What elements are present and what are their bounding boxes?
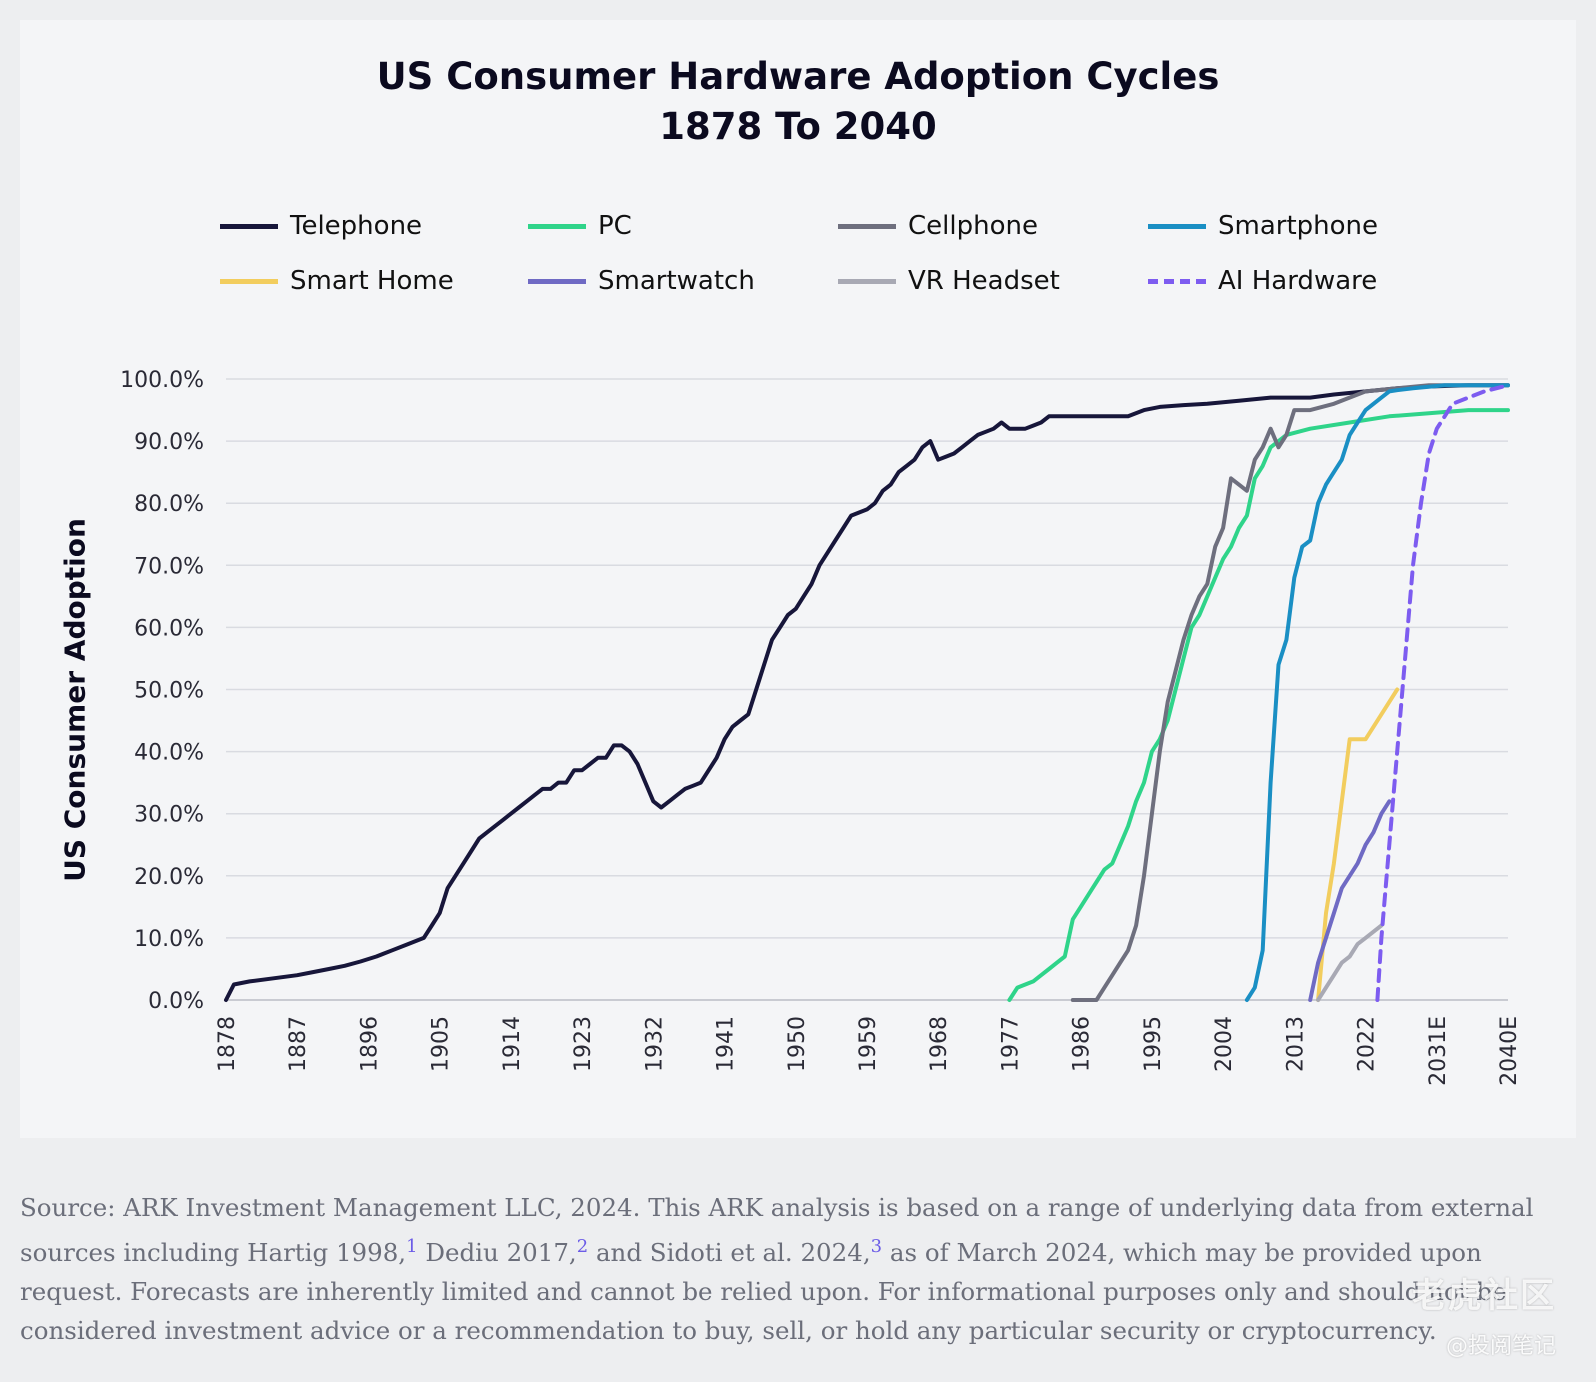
- legend-label: Cellphone: [908, 211, 1038, 241]
- footnote-ref-2[interactable]: 2: [576, 1236, 589, 1257]
- legend-label: Telephone: [290, 211, 423, 241]
- x-tick-label: 1932: [642, 1016, 667, 1072]
- legend-swatch: [1148, 278, 1206, 284]
- legend-label: Smartwatch: [598, 266, 755, 296]
- x-tick-label: 1995: [1141, 1016, 1166, 1072]
- y-tick-label: 80.0%: [134, 492, 204, 517]
- x-tick-label: 1887: [286, 1016, 311, 1072]
- x-tick-label: 1941: [714, 1016, 739, 1072]
- legend-swatch: [838, 278, 896, 284]
- chart-title: US Consumer Hardware Adoption Cycles 187…: [0, 52, 1596, 152]
- y-tick-label: 30.0%: [134, 803, 204, 828]
- chart-legend: Telephone PC Cellphone Smartphone Smart Home…: [0, 0, 1596, 320]
- legend-swatch: [220, 223, 278, 229]
- x-tick-label: 1905: [429, 1016, 454, 1072]
- x-tick-label: 1968: [927, 1016, 952, 1072]
- x-tick-label: 1950: [785, 1016, 810, 1072]
- legend-item-vr-headset: VR Headset: [838, 266, 1060, 296]
- y-tick-label: 90.0%: [134, 430, 204, 455]
- y-tick-label: 60.0%: [134, 616, 204, 641]
- source-note: Source: ARK Investment Management LLC, 2…: [20, 1188, 1580, 1350]
- series-line-smart-home: [1316, 687, 1400, 1002]
- series-line-telephone: [224, 383, 1510, 1002]
- legend-swatch: [838, 223, 896, 229]
- legend-swatch: [220, 278, 278, 284]
- watermark-handle: @投阅笔记: [1445, 1334, 1556, 1359]
- legend-label: Smart Home: [290, 266, 454, 296]
- chart-panel: [20, 20, 1576, 1138]
- legend-item-smart-home: Smart Home: [220, 266, 454, 296]
- legend-swatch: [1148, 223, 1206, 229]
- legend-item-smartphone: Smartphone: [1148, 211, 1378, 241]
- legend-item-cellphone: Cellphone: [838, 211, 1038, 241]
- legend-item-ai-hardware: AI Hardware: [1148, 266, 1377, 296]
- x-tick-label: 2004: [1212, 1016, 1237, 1072]
- y-tick-label: 0.0%: [148, 989, 204, 1014]
- y-tick-label: 70.0%: [134, 554, 204, 579]
- footnote-ref-1[interactable]: 1: [406, 1236, 418, 1257]
- series-line-vr-headset: [1316, 923, 1384, 1002]
- series-line-smartphone: [1244, 383, 1510, 1002]
- x-tick-label: 1923: [571, 1016, 596, 1072]
- legend-swatch: [528, 278, 586, 284]
- x-tick-label: 1986: [1070, 1016, 1095, 1072]
- x-tick-label: 2031E: [1426, 1016, 1451, 1086]
- legend-swatch: [528, 223, 586, 229]
- source-text-2: Dediu 2017,: [417, 1238, 577, 1268]
- legend-label: AI Hardware: [1218, 266, 1378, 296]
- series-line-ai-hardware: [1375, 383, 1510, 1002]
- footnote-ref-3[interactable]: 3: [870, 1236, 883, 1257]
- legend-label: PC: [598, 211, 632, 241]
- series-line-cellphone: [1070, 383, 1510, 1002]
- legend-item-smartwatch: Smartwatch: [528, 266, 755, 296]
- x-tick-label: 1878: [215, 1016, 240, 1072]
- source-text-4: as of March 2024, which may be provided …: [20, 1238, 1507, 1346]
- y-tick-label: 20.0%: [134, 865, 204, 890]
- x-tick-label: 1896: [357, 1016, 382, 1072]
- chart-title-line-1: US Consumer Hardware Adoption Cycles: [376, 55, 1220, 98]
- watermark-logo-text: 老虎社区: [1412, 1276, 1556, 1316]
- series-line-pc: [1007, 408, 1510, 1002]
- y-tick-label: 40.0%: [134, 741, 204, 766]
- x-tick-label: 2013: [1283, 1016, 1308, 1072]
- x-tick-label: 2022: [1355, 1016, 1380, 1072]
- y-tick-label: 10.0%: [134, 927, 204, 952]
- y-tick-label: 50.0%: [134, 679, 204, 704]
- series-line-smartwatch: [1308, 799, 1392, 1002]
- chart-title-line-2: 1878 To 2040: [659, 105, 937, 148]
- plot-area: 0.0% 10.0% 20.0% 30.0% 40.0% 50.0% 60.0% 70.0% 8…: [120, 368, 1522, 1086]
- x-tick-label: 1959: [856, 1016, 881, 1072]
- x-tick-label: 1914: [500, 1016, 525, 1072]
- y-tick-label: 100.0%: [120, 368, 204, 393]
- legend-label: VR Headset: [908, 266, 1060, 296]
- x-tick-label: 2040E: [1497, 1016, 1522, 1086]
- x-tick-label: 1977: [998, 1016, 1023, 1072]
- legend-item-telephone: Telephone: [220, 211, 422, 241]
- source-text-3: and Sidoti et al. 2024,: [588, 1238, 871, 1268]
- legend-item-pc: PC: [528, 211, 632, 241]
- source-text-1: Source: ARK Investment Management LLC, 2…: [20, 1193, 1534, 1268]
- legend-label: Smartphone: [1218, 211, 1379, 241]
